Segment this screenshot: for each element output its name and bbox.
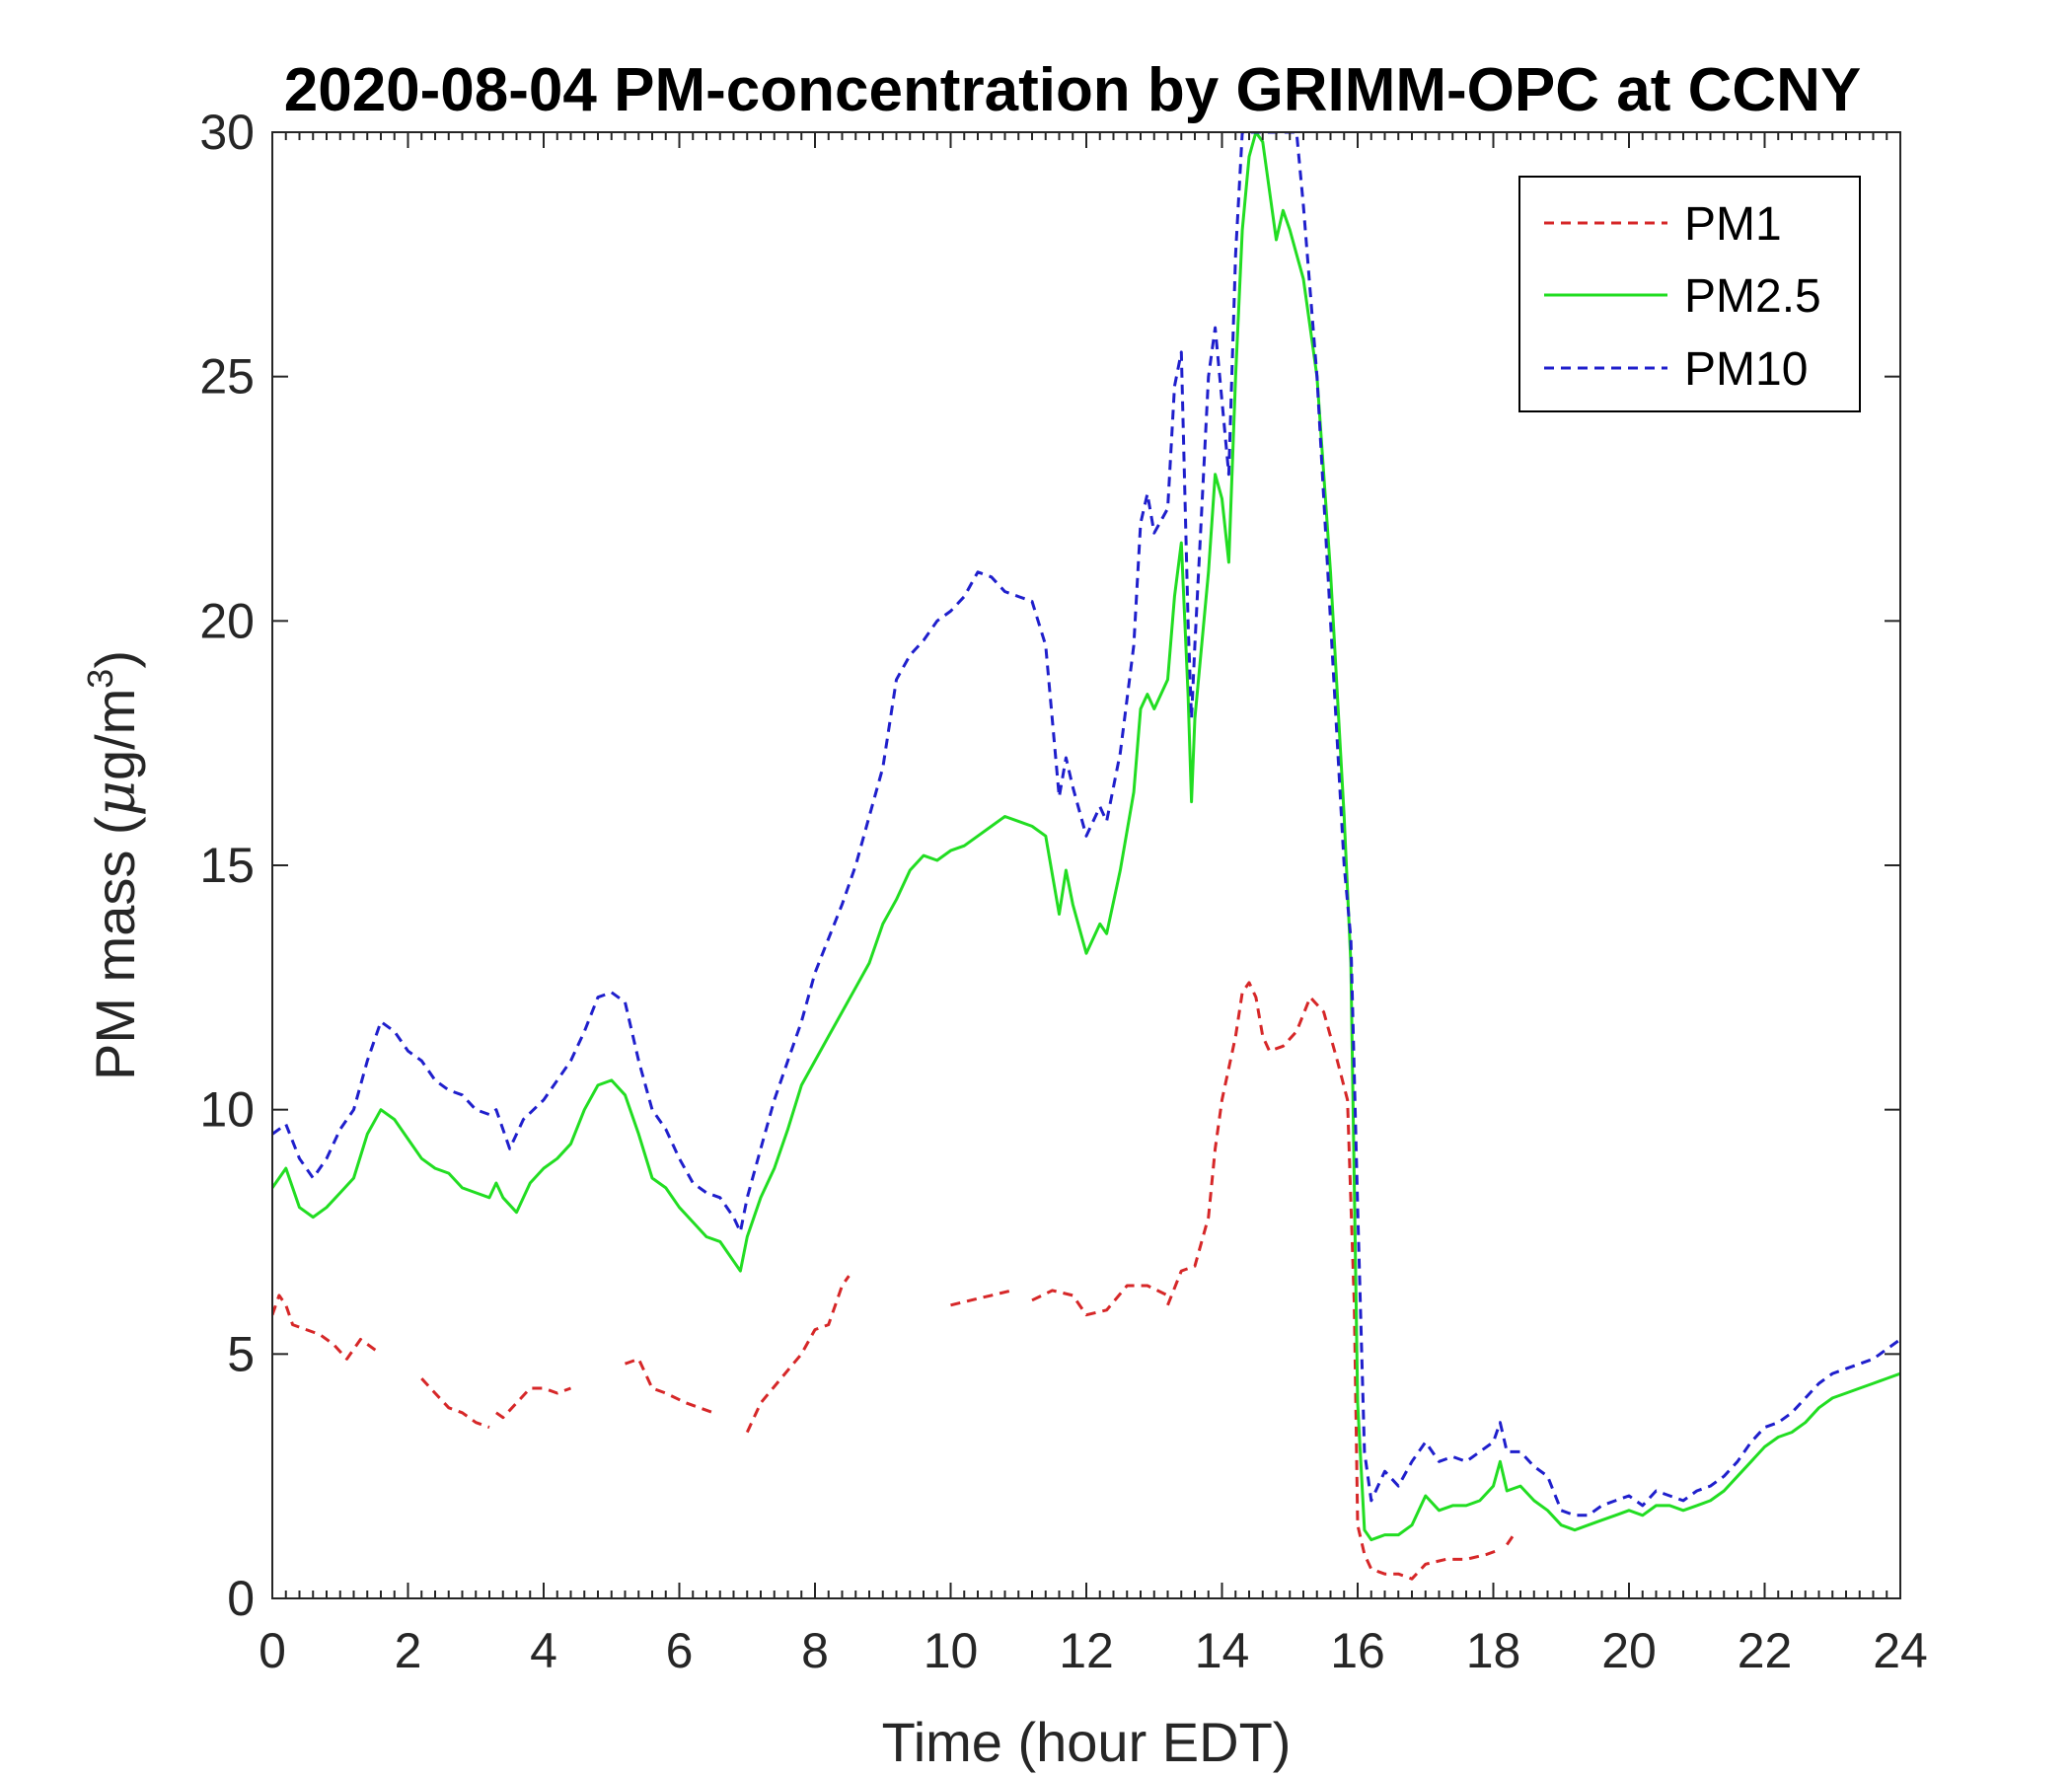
x-tick-label-22: 22 [1738, 1623, 1793, 1678]
legend-label-pm10: PM10 [1684, 343, 1808, 396]
legend: PM1 PM2.5 PM10 [1518, 176, 1861, 412]
y-tick-label-20: 20 [199, 593, 255, 648]
legend-label-pm2.5: PM2.5 [1684, 270, 1821, 323]
x-tick-label-14: 14 [1195, 1623, 1250, 1678]
y-axis-label-close: ) [84, 650, 146, 669]
x-tick-label-10: 10 [924, 1623, 979, 1678]
x-tick-label-0: 0 [259, 1623, 286, 1678]
series-line-pm1-segment-2 [495, 1386, 572, 1420]
x-tick-label-8: 8 [801, 1623, 829, 1678]
y-tick-label-15: 15 [199, 838, 255, 893]
y-axis-label-mu: μ [84, 780, 148, 816]
x-tick-label-16: 16 [1330, 1623, 1385, 1678]
x-tick-label-4: 4 [530, 1623, 557, 1678]
x-tick-label-2: 2 [395, 1623, 422, 1678]
x-tick-label-18: 18 [1466, 1623, 1521, 1678]
x-axis-label: Time (hour EDT) [882, 1711, 1292, 1773]
series-line-pm1-segment-5 [950, 1289, 1012, 1307]
y-axis-label-unit: g/m [84, 689, 146, 780]
y-tick-label-10: 10 [199, 1082, 255, 1138]
y-tick-label-30: 30 [199, 105, 255, 160]
tick-layer [271, 131, 1901, 1599]
series-line-pm1-segment-1 [420, 1377, 490, 1430]
legend-label-pm1: PM1 [1684, 198, 1782, 251]
x-tick-label-6: 6 [666, 1623, 694, 1678]
series-line-pm1-segment-6 [1031, 1284, 1169, 1317]
y-tick-label-5: 5 [227, 1326, 255, 1381]
y-axis-label: PM mass (μg/m3) [80, 650, 148, 1080]
x-tick-label-12: 12 [1059, 1623, 1114, 1678]
series-line-pm1-segment-4 [745, 1275, 851, 1434]
series-line-pm1-segment-7 [1166, 981, 1501, 1581]
chart-title: 2020-08-04 PM-concentration by GRIMM-OPC… [284, 56, 1862, 124]
series-layer [272, 132, 1900, 1581]
y-axis-label-main: PM mass ( [84, 816, 146, 1080]
x-tick-labels: 0 2 4 6 8 10 12 14 16 18 20 22 24 [259, 1623, 1928, 1678]
y-tick-labels: 0 5 10 15 20 25 30 [199, 105, 255, 1626]
series-line-pm2.5-segment-0 [272, 132, 1900, 1542]
x-tick-label-24: 24 [1873, 1623, 1928, 1678]
y-axis-label-superscript: 3 [80, 669, 120, 689]
y-tick-label-0: 0 [227, 1571, 255, 1626]
series-line-pm10-segment-0 [272, 132, 1900, 1517]
x-tick-label-20: 20 [1601, 1623, 1657, 1678]
series-line-pm1-segment-8 [1506, 1533, 1516, 1546]
y-tick-label-25: 25 [199, 349, 255, 405]
